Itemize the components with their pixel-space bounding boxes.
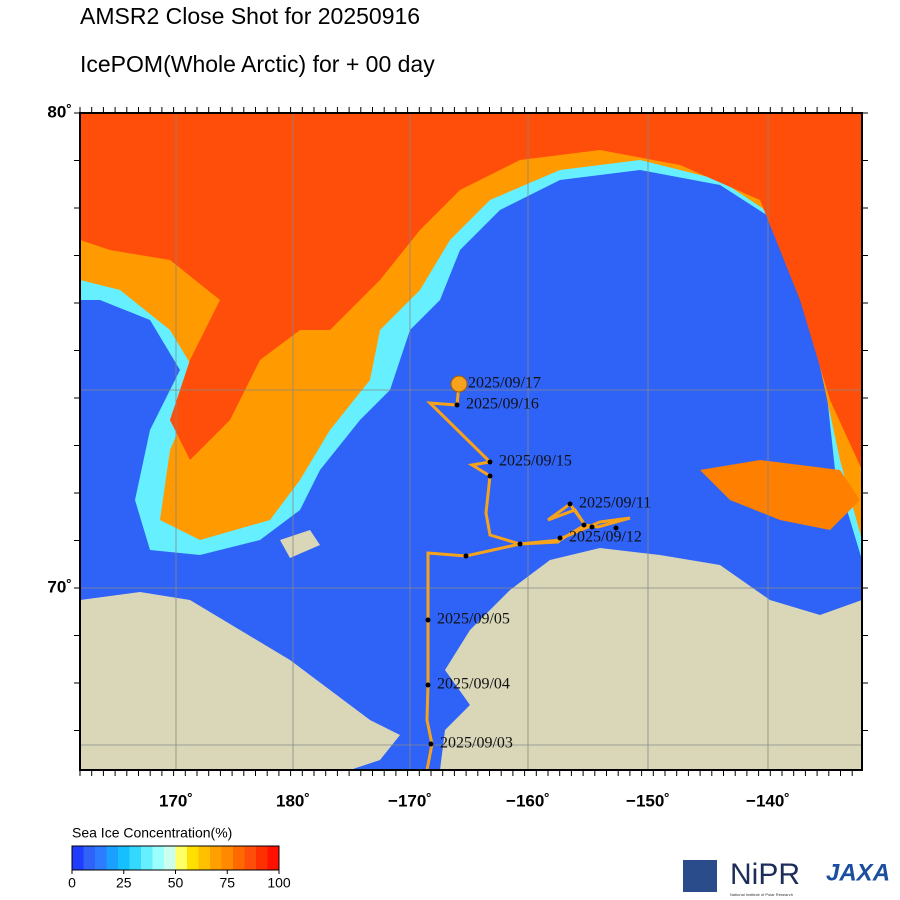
colorbar-cell [210, 846, 222, 870]
colorbar-cell [95, 846, 107, 870]
track-label: 2025/09/15 [499, 453, 572, 470]
track-dot [425, 682, 431, 688]
nipr-text: NiPR [730, 858, 800, 891]
track-dot [454, 402, 460, 408]
subtitle: IcePOM(Whole Arctic) for + 00 day [80, 51, 435, 77]
track-label: 2025/09/11 [579, 495, 651, 512]
map-frame [79, 112, 863, 771]
colorbar-cell [244, 846, 257, 870]
track-dot [613, 525, 619, 531]
colorbar-cell [141, 846, 153, 870]
colorbar-tick-label: 25 [116, 875, 132, 891]
nipr-full: National Institute of Polar Research [730, 892, 793, 897]
colorbar-cell [129, 846, 142, 870]
logo-nipr: NiPR National Institute of Polar Researc… [683, 858, 890, 897]
lat-label: 80˚ [47, 102, 72, 121]
track-label: 2025/09/04 [437, 676, 510, 693]
lon-label: −150˚ [626, 791, 670, 810]
colorbar-cell [233, 846, 245, 870]
track-dot [589, 524, 595, 530]
colorbar-tick-label: 75 [219, 875, 235, 891]
lon-label: −170˚ [388, 791, 432, 810]
ship-position [450, 375, 468, 393]
track-dot [567, 501, 573, 507]
colorbar-cell [83, 846, 96, 870]
title: AMSR2 Close Shot for 20250916 [80, 3, 420, 29]
jaxa-text: JAXA [826, 859, 890, 886]
ship-track [425, 383, 631, 770]
colorbar-tick-label: 100 [267, 875, 291, 891]
colorbar-cell [106, 846, 119, 870]
lon-label: −140˚ [746, 791, 790, 810]
colorbar-cell [187, 846, 199, 870]
ice-high [80, 113, 862, 470]
colorbar-cell [198, 846, 211, 870]
track-dot [425, 617, 431, 623]
colorbar-cell [221, 846, 234, 870]
colorbar-cell [267, 846, 280, 870]
track-label: 2025/09/12 [569, 529, 642, 546]
colorbar-tick-label: 0 [68, 875, 76, 891]
map [80, 113, 862, 770]
colorbar-cell [175, 846, 188, 870]
track-dot [463, 553, 469, 559]
track-dot [428, 741, 434, 747]
colorbar-cell [152, 846, 165, 870]
track-dot [487, 473, 493, 479]
colorbar-cell [164, 846, 176, 870]
land-chukotka [80, 592, 400, 770]
nipr-icon [683, 860, 717, 892]
colorbar-tick-label: 50 [168, 875, 184, 891]
track-label: 2025/09/17 [468, 375, 541, 392]
colorbar-cell [72, 846, 84, 870]
lat-label: 70˚ [47, 577, 72, 596]
track-dot [557, 535, 563, 541]
ice-patch [700, 460, 860, 530]
colorbar-cell [256, 846, 268, 870]
track-label: 2025/09/03 [440, 735, 513, 752]
track-label: 2025/09/16 [466, 396, 539, 413]
lon-label: −160˚ [506, 791, 550, 810]
lon-label: 180˚ [276, 791, 310, 810]
track-dot [487, 459, 493, 465]
land-alaska [440, 548, 862, 770]
colorbar-cell [118, 846, 130, 870]
track-dot [517, 541, 523, 547]
track-label: 2025/09/05 [437, 611, 510, 628]
land-island [280, 530, 320, 558]
colorbar-title: Sea Ice Concentration(%) [72, 825, 232, 841]
lon-label: 170˚ [159, 791, 193, 810]
track-dot [581, 522, 587, 528]
